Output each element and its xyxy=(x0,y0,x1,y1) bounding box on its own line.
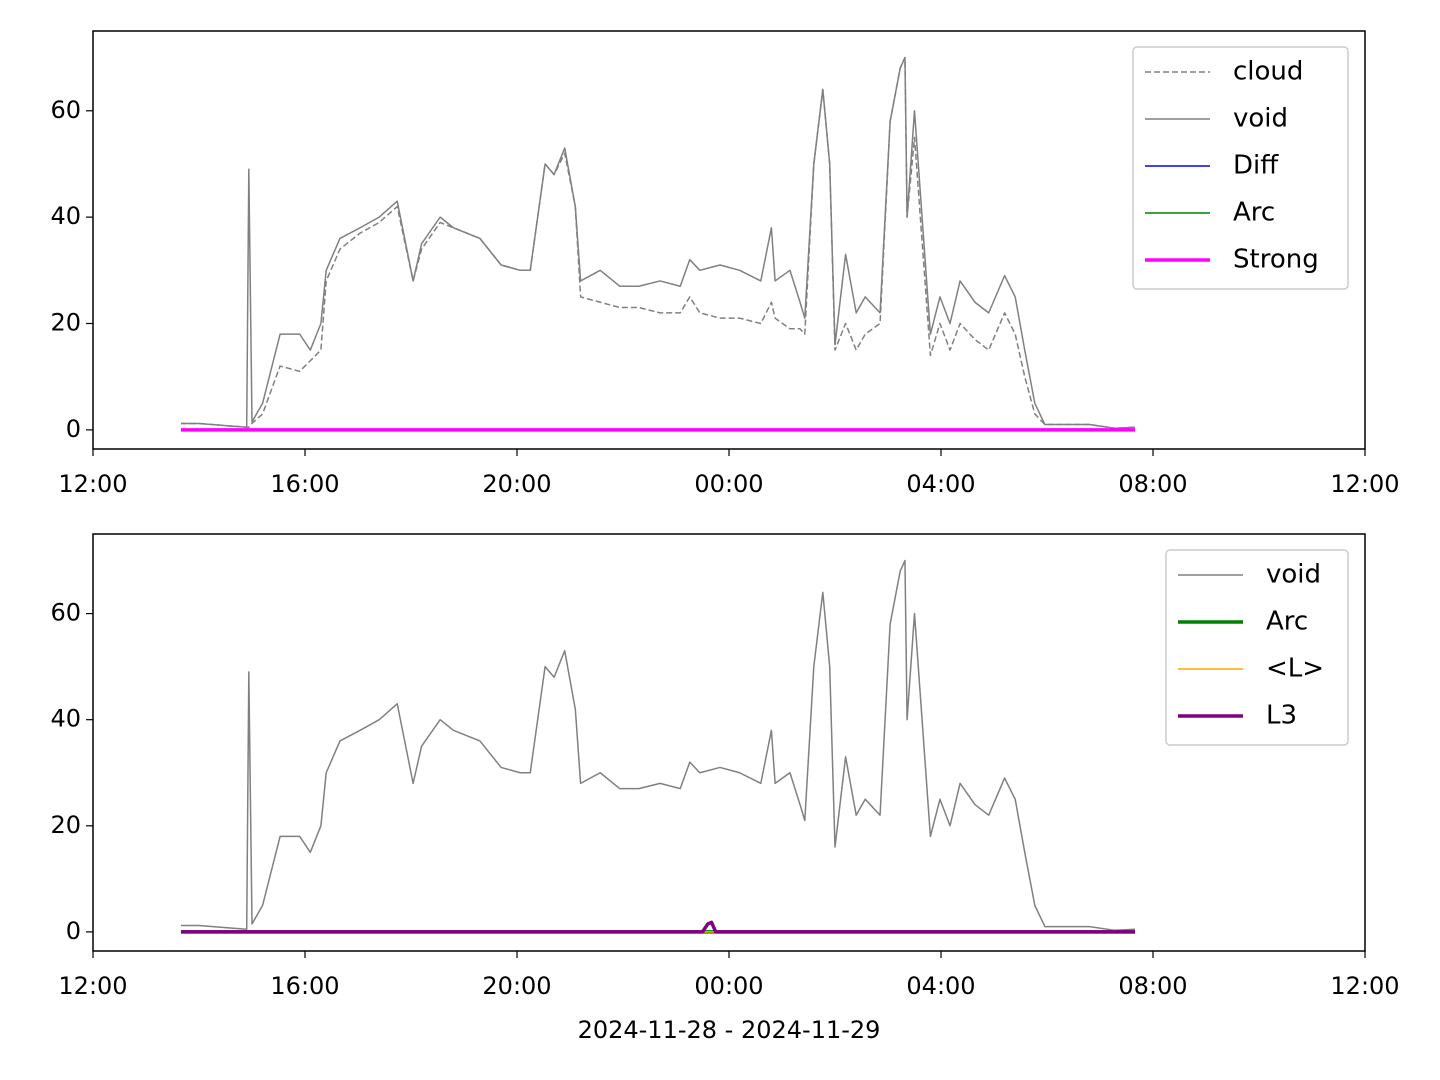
legend-label: cloud xyxy=(1233,57,1303,87)
x-tick-label: 08:00 xyxy=(1118,470,1187,498)
y-tick-label: 20 xyxy=(50,811,81,839)
legend-label: void xyxy=(1233,104,1288,134)
x-axis-label: 2024-11-28 - 2024-11-29 xyxy=(578,1016,881,1044)
x-tick-label: 00:00 xyxy=(694,470,763,498)
legend-box xyxy=(1165,549,1349,746)
legend-box xyxy=(1132,46,1349,290)
y-tick-label: 20 xyxy=(50,308,81,336)
x-tick-label: 16:00 xyxy=(270,470,339,498)
legend-label: L3 xyxy=(1266,701,1297,731)
y-tick-label: 40 xyxy=(50,202,81,230)
x-tick-label: 12:00 xyxy=(58,470,127,498)
x-tick-label: 12:00 xyxy=(58,972,127,1000)
series-line xyxy=(180,920,1135,934)
legend-label: void xyxy=(1266,560,1321,590)
legend-label: <L> xyxy=(1266,654,1324,684)
x-tick-label: 16:00 xyxy=(270,972,339,1000)
x-tick-label: 04:00 xyxy=(906,470,975,498)
y-tick-label: 0 xyxy=(66,917,81,945)
legend-label: Arc xyxy=(1233,198,1275,228)
x-tick-label: 00:00 xyxy=(694,972,763,1000)
x-tick-label: 20:00 xyxy=(482,470,551,498)
legend-label: Arc xyxy=(1266,607,1308,637)
series-line xyxy=(180,56,1136,430)
x-tick-label: 12:00 xyxy=(1330,972,1399,1000)
series-line xyxy=(180,56,1136,430)
y-tick-label: 40 xyxy=(50,705,81,733)
legend-label: Strong xyxy=(1233,245,1319,275)
y-tick-label: 60 xyxy=(50,599,81,627)
y-tick-label: 0 xyxy=(66,415,81,443)
x-tick-label: 08:00 xyxy=(1118,972,1187,1000)
y-tick-label: 60 xyxy=(50,96,81,124)
axes-frame xyxy=(92,533,1366,952)
axes-frame xyxy=(92,30,1366,450)
x-tick-label: 04:00 xyxy=(906,972,975,1000)
x-tick-label: 12:00 xyxy=(1330,470,1399,498)
legend-label: Diff xyxy=(1233,151,1279,181)
x-tick-label: 20:00 xyxy=(482,972,551,1000)
series-line xyxy=(180,559,1136,932)
